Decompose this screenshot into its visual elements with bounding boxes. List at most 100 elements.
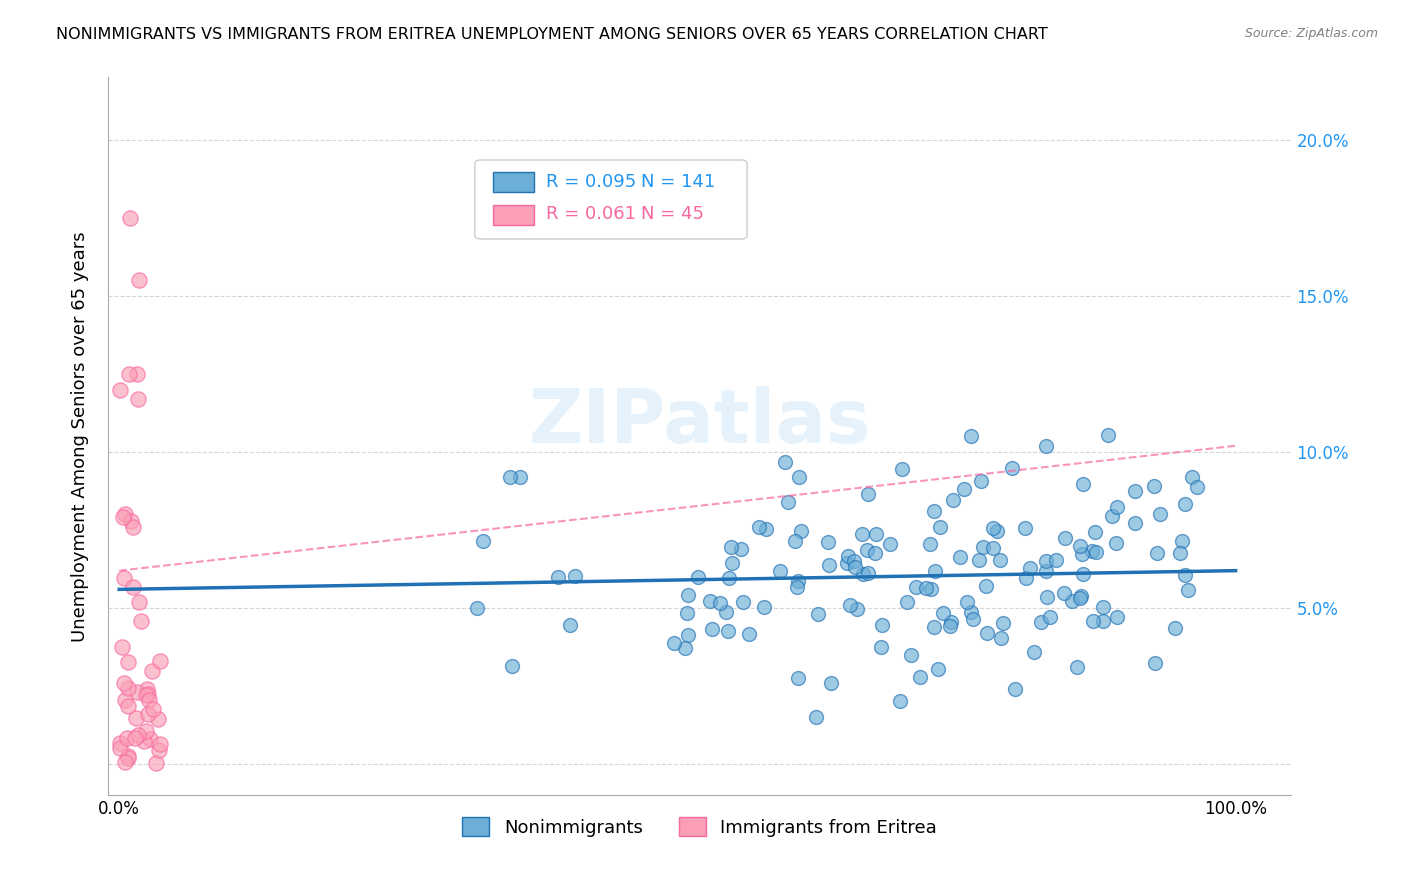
- Nonimmigrants: [1062, 593, 1084, 607]
- Nonimmigrants: [986, 524, 1008, 539]
- Nonimmigrants: [939, 619, 962, 633]
- Nonimmigrants: [676, 628, 699, 642]
- Nonimmigrants: [720, 557, 742, 571]
- Nonimmigrants: [1001, 460, 1024, 475]
- Nonimmigrants: [547, 570, 569, 584]
- Nonimmigrants: [501, 658, 523, 673]
- Nonimmigrants: [1066, 659, 1088, 673]
- Nonimmigrants: [988, 553, 1011, 567]
- Nonimmigrants: [974, 578, 997, 592]
- Immigrants from Eritrea: [135, 724, 157, 739]
- Immigrants from Eritrea: [120, 514, 142, 528]
- Immigrants from Eritrea: [132, 734, 155, 748]
- Nonimmigrants: [718, 571, 741, 585]
- Nonimmigrants: [852, 567, 875, 582]
- Nonimmigrants: [1024, 645, 1046, 659]
- Immigrants from Eritrea: [124, 731, 146, 745]
- Nonimmigrants: [1174, 497, 1197, 511]
- Nonimmigrants: [686, 570, 709, 584]
- Nonimmigrants: [981, 521, 1004, 535]
- Nonimmigrants: [839, 598, 862, 612]
- Nonimmigrants: [856, 542, 879, 557]
- Nonimmigrants: [844, 559, 866, 574]
- Nonimmigrants: [1014, 520, 1036, 534]
- Nonimmigrants: [560, 617, 582, 632]
- Nonimmigrants: [1004, 681, 1026, 696]
- Nonimmigrants: [499, 470, 522, 484]
- Nonimmigrants: [924, 620, 946, 634]
- Nonimmigrants: [1035, 564, 1057, 578]
- Immigrants from Eritrea: [111, 640, 134, 655]
- Immigrants from Eritrea: [117, 655, 139, 669]
- Nonimmigrants: [1107, 500, 1129, 514]
- Immigrants from Eritrea: [138, 693, 160, 707]
- Nonimmigrants: [931, 606, 953, 620]
- Immigrants from Eritrea: [112, 571, 135, 585]
- Immigrants from Eritrea: [127, 727, 149, 741]
- Nonimmigrants: [817, 534, 839, 549]
- Nonimmigrants: [1053, 586, 1076, 600]
- Nonimmigrants: [1069, 539, 1091, 553]
- Immigrants from Eritrea: [149, 654, 172, 668]
- Nonimmigrants: [976, 626, 998, 640]
- Nonimmigrants: [956, 595, 979, 609]
- Nonimmigrants: [1035, 590, 1057, 604]
- Nonimmigrants: [879, 537, 901, 551]
- Nonimmigrants: [929, 520, 952, 534]
- Nonimmigrants: [1070, 590, 1092, 604]
- Nonimmigrants: [1045, 552, 1067, 566]
- Text: ZIPatlas: ZIPatlas: [529, 385, 872, 458]
- Nonimmigrants: [1084, 525, 1107, 540]
- Immigrants from Eritrea: [108, 736, 131, 750]
- Immigrants from Eritrea: [148, 712, 170, 726]
- Immigrants from Eritrea: [112, 675, 135, 690]
- Nonimmigrants: [905, 581, 928, 595]
- Nonimmigrants: [769, 564, 792, 578]
- Nonimmigrants: [924, 565, 946, 579]
- Nonimmigrants: [509, 470, 531, 484]
- Nonimmigrants: [1071, 476, 1094, 491]
- Nonimmigrants: [1081, 544, 1104, 558]
- Nonimmigrants: [1177, 582, 1199, 597]
- Immigrants from Eritrea: [128, 594, 150, 608]
- Nonimmigrants: [969, 474, 991, 488]
- Nonimmigrants: [709, 596, 731, 610]
- Immigrants from Eritrea: [125, 711, 148, 725]
- Nonimmigrants: [662, 636, 685, 650]
- Immigrants from Eritrea: [142, 702, 165, 716]
- Nonimmigrants: [720, 540, 742, 554]
- Nonimmigrants: [818, 558, 841, 572]
- Nonimmigrants: [1029, 615, 1052, 629]
- Immigrants from Eritrea: [114, 508, 136, 522]
- Nonimmigrants: [889, 693, 911, 707]
- Immigrants from Eritrea: [118, 211, 141, 225]
- Nonimmigrants: [993, 616, 1015, 631]
- Nonimmigrants: [1171, 534, 1194, 549]
- Immigrants from Eritrea: [121, 580, 143, 594]
- Nonimmigrants: [807, 607, 830, 622]
- Nonimmigrants: [776, 495, 799, 509]
- Immigrants from Eritrea: [125, 367, 148, 381]
- Nonimmigrants: [1084, 545, 1107, 559]
- Text: NONIMMIGRANTS VS IMMIGRANTS FROM ERITREA UNEMPLOYMENT AMONG SENIORS OVER 65 YEAR: NONIMMIGRANTS VS IMMIGRANTS FROM ERITREA…: [56, 27, 1047, 42]
- Nonimmigrants: [863, 546, 886, 560]
- Bar: [492, 172, 534, 193]
- Immigrants from Eritrea: [148, 743, 170, 757]
- Nonimmigrants: [959, 605, 981, 619]
- Nonimmigrants: [1181, 469, 1204, 483]
- Nonimmigrants: [920, 582, 942, 597]
- Nonimmigrants: [981, 541, 1004, 556]
- Nonimmigrants: [835, 556, 858, 570]
- Immigrants from Eritrea: [108, 741, 131, 756]
- Immigrants from Eritrea: [128, 273, 150, 287]
- Immigrants from Eritrea: [135, 688, 157, 702]
- Nonimmigrants: [1105, 610, 1128, 624]
- Immigrants from Eritrea: [117, 681, 139, 695]
- Nonimmigrants: [1071, 547, 1094, 561]
- Nonimmigrants: [1146, 546, 1168, 560]
- Nonimmigrants: [922, 504, 945, 518]
- Nonimmigrants: [942, 492, 965, 507]
- Nonimmigrants: [465, 601, 488, 615]
- Nonimmigrants: [1174, 567, 1197, 582]
- Immigrants from Eritrea: [136, 681, 159, 696]
